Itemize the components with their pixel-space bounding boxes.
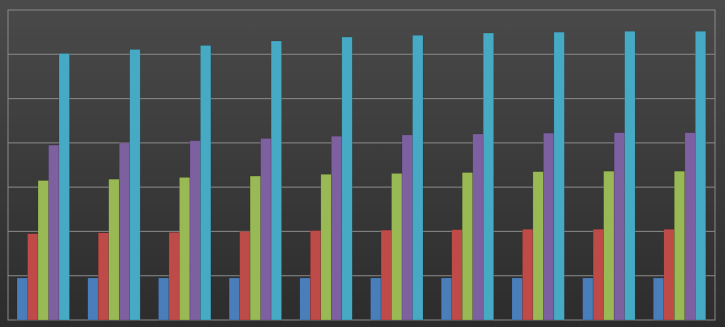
bar (451, 229, 463, 321)
bar (129, 49, 141, 321)
bar (603, 170, 615, 321)
bar (440, 277, 452, 321)
bar (249, 175, 261, 321)
bar (401, 134, 413, 321)
bar (412, 34, 424, 321)
bar (522, 228, 534, 321)
bar (108, 178, 120, 321)
bar (613, 132, 625, 321)
bar (653, 277, 665, 321)
bar (624, 31, 636, 321)
bar (511, 277, 523, 321)
bar (118, 142, 130, 321)
bar (310, 230, 322, 321)
bar (663, 228, 675, 321)
bar (200, 45, 212, 321)
bar (380, 229, 392, 321)
bar (260, 138, 272, 321)
bar (370, 277, 382, 321)
bar (674, 170, 686, 321)
bar (16, 277, 28, 321)
bar (97, 232, 109, 321)
bar (48, 144, 60, 321)
bar (270, 40, 282, 321)
bar (189, 140, 201, 321)
bar (87, 277, 99, 321)
bar (532, 171, 544, 321)
bar (472, 133, 484, 321)
bar (695, 31, 707, 321)
bar (239, 231, 251, 321)
bar (684, 132, 696, 321)
bar (391, 173, 403, 321)
bar (461, 172, 473, 321)
bar (543, 132, 555, 321)
bar (592, 228, 604, 321)
bar (168, 232, 180, 321)
bar (58, 53, 70, 321)
bar (553, 31, 565, 321)
bar (320, 174, 332, 321)
bar (158, 277, 170, 321)
bar (37, 180, 49, 321)
bar (582, 277, 594, 321)
bar (27, 233, 39, 321)
bar (228, 277, 240, 321)
bar (299, 277, 311, 321)
bar (179, 177, 191, 321)
bar (482, 32, 494, 321)
bar (331, 135, 343, 321)
bar (341, 36, 353, 321)
